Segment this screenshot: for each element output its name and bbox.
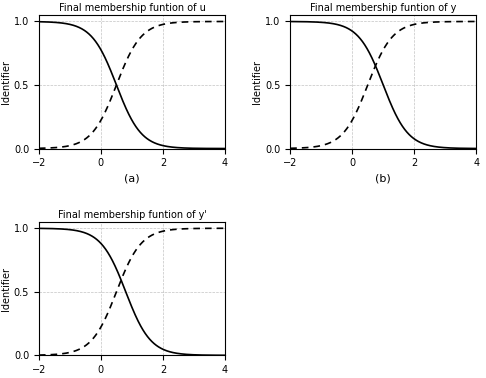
Y-axis label: Identifier: Identifier [252, 60, 262, 104]
Title: Final membership funtion of u: Final membership funtion of u [58, 3, 206, 13]
Title: Final membership funtion of y: Final membership funtion of y [310, 3, 456, 13]
Y-axis label: Identifier: Identifier [1, 60, 11, 104]
X-axis label: (b): (b) [375, 174, 391, 184]
Y-axis label: Identifier: Identifier [1, 266, 11, 311]
Title: Final membership funtion of y': Final membership funtion of y' [57, 210, 207, 220]
X-axis label: (a): (a) [124, 174, 140, 184]
